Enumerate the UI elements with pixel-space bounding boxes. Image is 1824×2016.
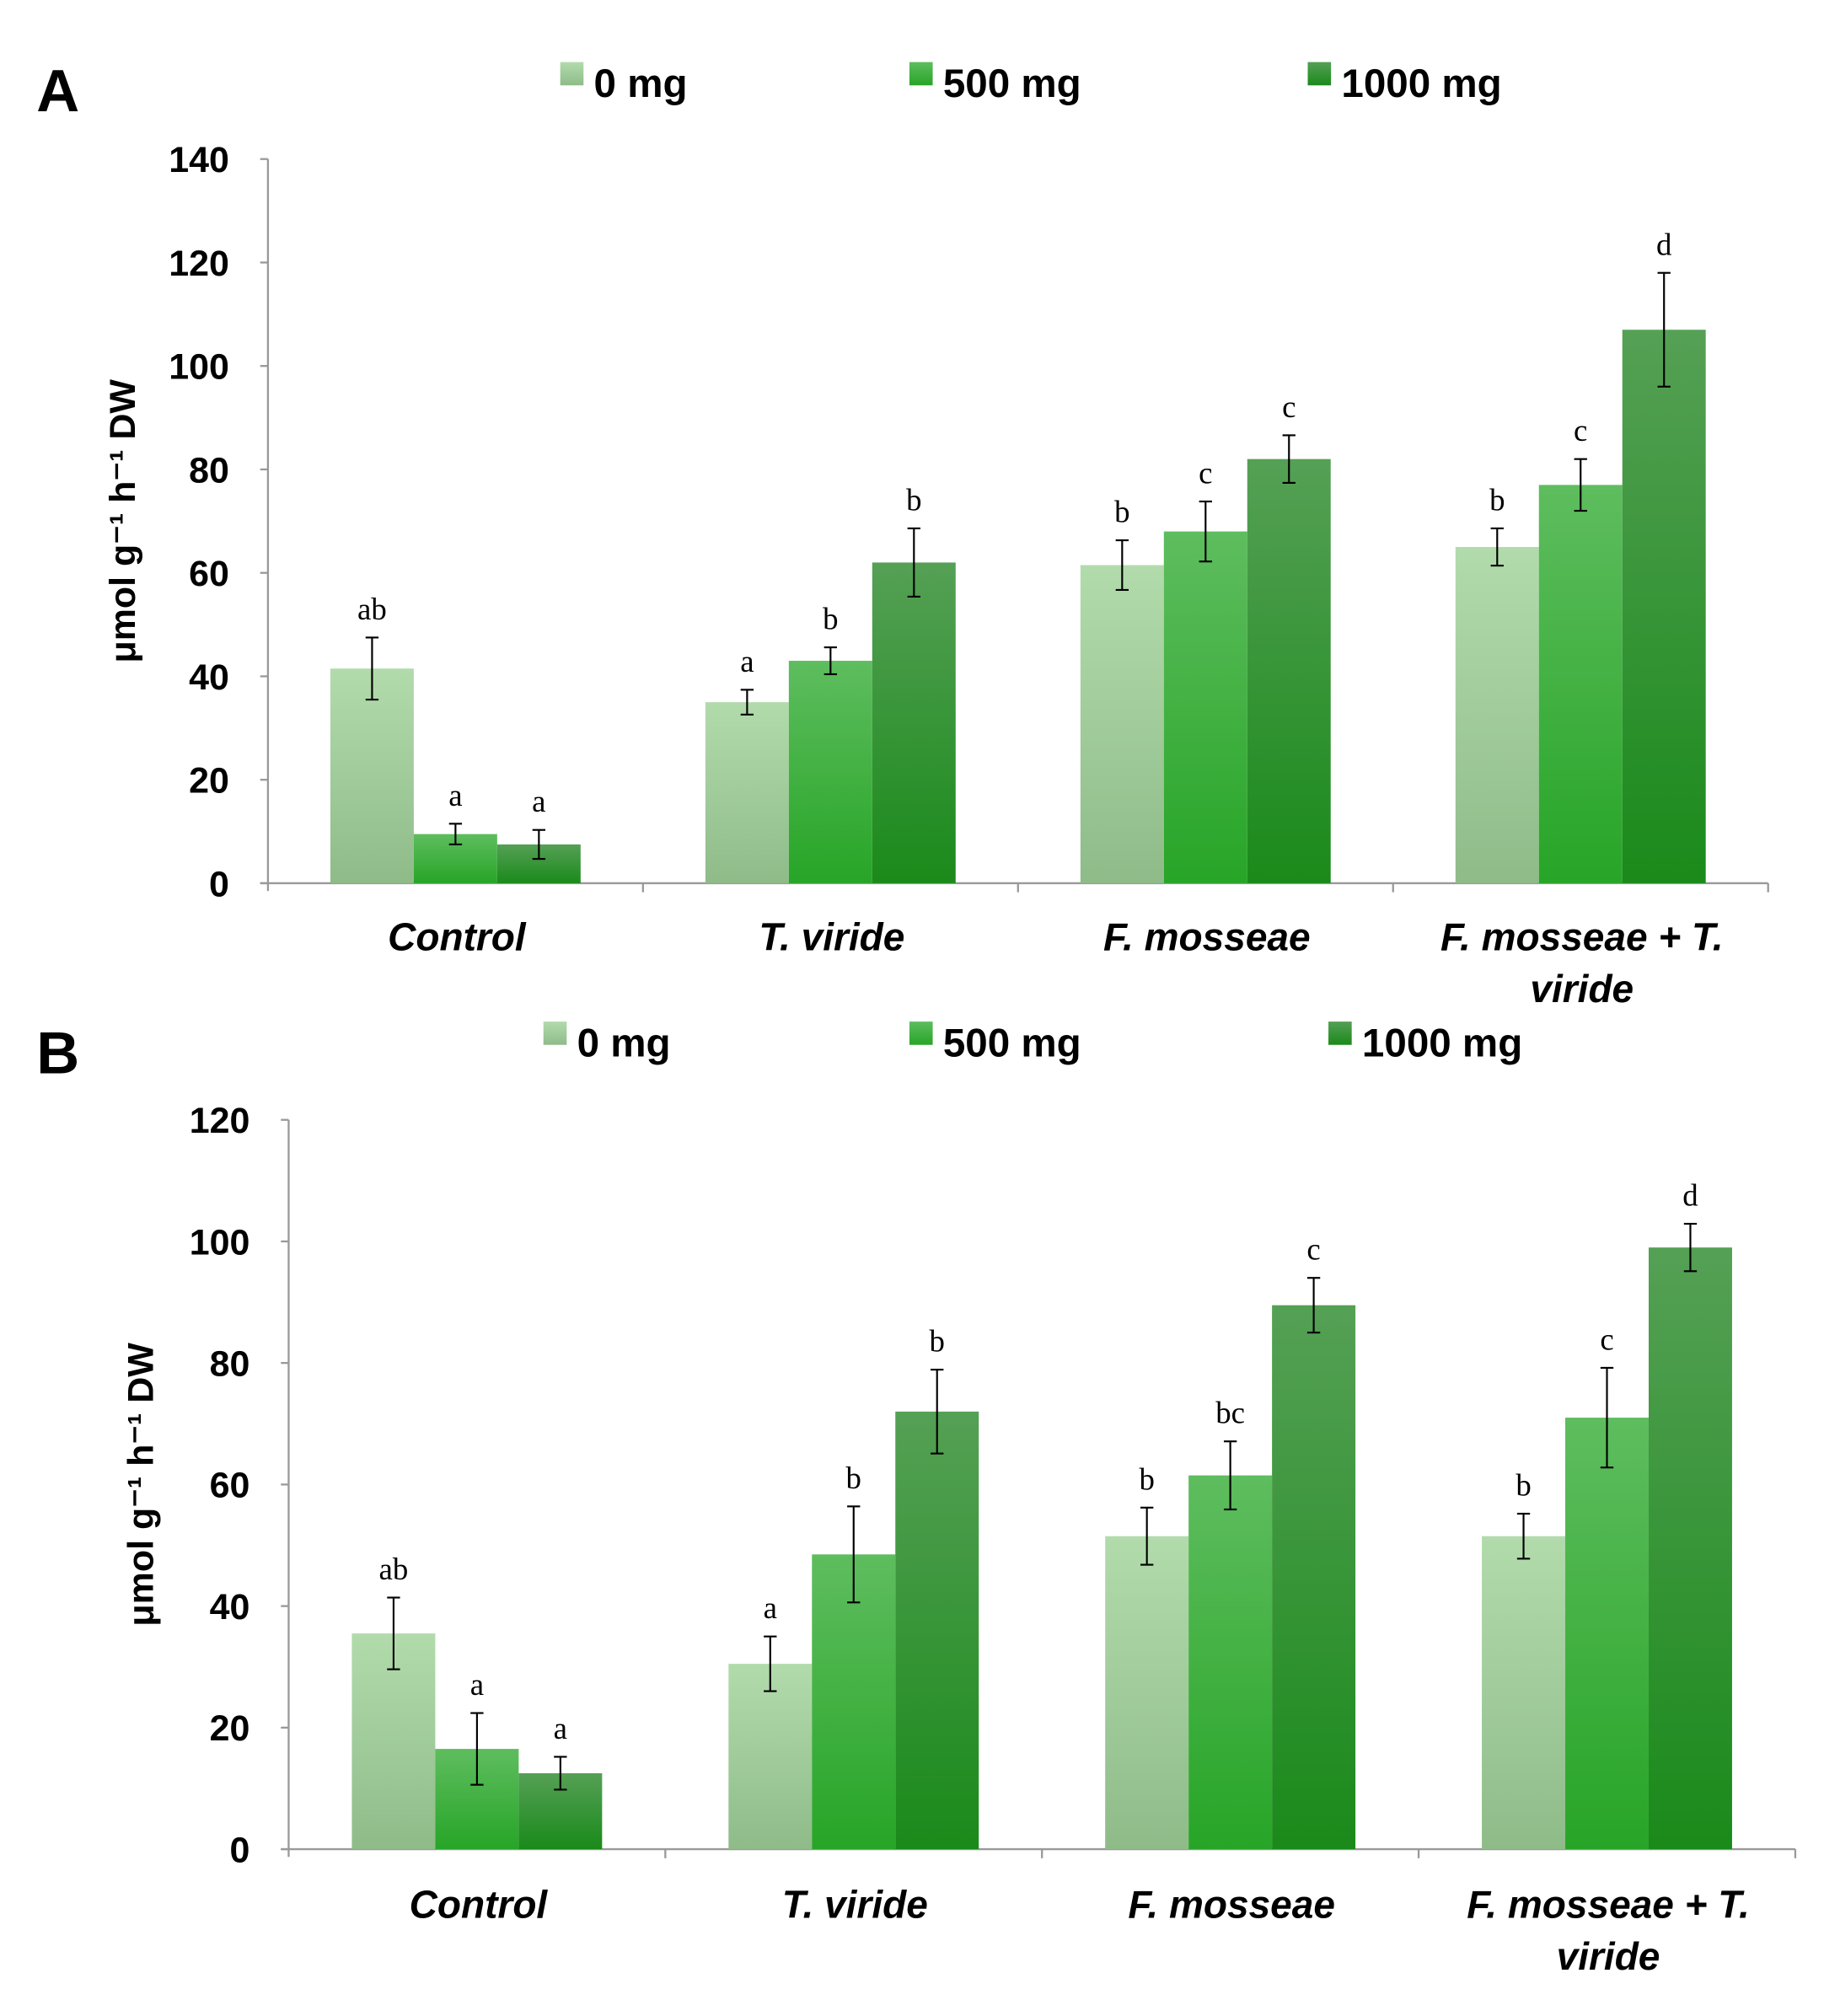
y-tick-label: 20 xyxy=(210,1708,250,1749)
legend-label: 1000 mg xyxy=(1341,62,1501,106)
significance-letter: a xyxy=(532,784,545,818)
bar-0mg-3 xyxy=(1482,1536,1566,1850)
bar-500mg-1 xyxy=(812,1554,896,1850)
chart-panel-B: B 0 mg 500 mg 1000 mg 0 20 40 60 80 100 120 μmol g⁻… xyxy=(36,1019,1797,1978)
legend-label: 0 mg xyxy=(577,1021,671,1066)
x-tick-label: Control xyxy=(410,1882,549,1926)
y-tick-label: 40 xyxy=(210,1587,250,1627)
bar-1000mg-3 xyxy=(1622,330,1706,883)
legend-label: 500 mg xyxy=(943,62,1081,106)
significance-letter: a xyxy=(470,1667,484,1702)
panel-label: A xyxy=(36,57,79,124)
y-tick-label: 140 xyxy=(169,140,229,180)
x-tick-label: Control xyxy=(388,915,527,959)
bar-0mg-0 xyxy=(330,668,414,883)
significance-letter: d xyxy=(1656,227,1671,261)
y-tick-label: 20 xyxy=(189,761,229,802)
y-tick-label: 40 xyxy=(189,657,229,698)
legend-swatch xyxy=(560,62,584,86)
bar-1000mg-1 xyxy=(872,562,956,883)
significance-letter: c xyxy=(1282,389,1296,424)
significance-letter: ab xyxy=(357,592,387,626)
bar-1000mg-1 xyxy=(895,1411,979,1850)
y-tick-label: 80 xyxy=(210,1344,250,1385)
bar-0mg-1 xyxy=(728,1664,813,1850)
x-tick-label: F. mosseae + T. viride xyxy=(1440,915,1723,1011)
x-tick-label: F. mosseae + T. viride xyxy=(1467,1882,1749,1977)
significance-letter: c xyxy=(1600,1322,1613,1356)
y-axis-label: μmol g⁻¹ h⁻¹ DW xyxy=(121,1343,161,1627)
x-tick-label: T. viride xyxy=(782,1882,928,1926)
significance-letter: d xyxy=(1682,1178,1698,1213)
legend-swatch xyxy=(1328,1021,1352,1045)
legend-swatch xyxy=(1307,62,1332,86)
y-tick-label: 120 xyxy=(169,244,229,284)
legend-swatch xyxy=(543,1021,567,1045)
y-tick-label: 120 xyxy=(190,1101,250,1141)
significance-letter: b xyxy=(906,482,921,517)
y-tick-label: 0 xyxy=(230,1830,250,1870)
bar-0mg-2 xyxy=(1105,1536,1189,1850)
bar-0mg-3 xyxy=(1455,547,1539,883)
bar-500mg-1 xyxy=(788,661,872,883)
y-tick-label: 100 xyxy=(190,1222,250,1263)
panel-label: B xyxy=(36,1019,79,1086)
y-tick-label: 0 xyxy=(209,864,229,904)
bar-1000mg-2 xyxy=(1272,1305,1356,1850)
bar-500mg-2 xyxy=(1188,1475,1273,1850)
significance-letter: b xyxy=(823,602,838,636)
significance-letter: c xyxy=(1306,1232,1320,1267)
significance-letter: a xyxy=(448,778,462,812)
significance-letter: a xyxy=(740,644,754,678)
x-tick-label: F. mosseae xyxy=(1128,1882,1335,1926)
significance-letter: ab xyxy=(379,1552,409,1586)
chart-panel-A: A 0 mg 500 mg 1000 mg 0 20 40 60 80 100 120 140 μmol… xyxy=(36,57,1769,1011)
legend-label: 1000 mg xyxy=(1362,1021,1522,1066)
significance-letter: b xyxy=(1139,1461,1154,1496)
significance-letter: a xyxy=(764,1590,777,1625)
significance-letter: b xyxy=(1114,495,1129,529)
bar-500mg-3 xyxy=(1565,1418,1649,1850)
bar-1000mg-2 xyxy=(1247,458,1331,883)
significance-letter: c xyxy=(1199,456,1212,491)
significance-letter: b xyxy=(1516,1468,1531,1503)
y-tick-label: 80 xyxy=(189,450,229,491)
x-tick-label: F. mosseae xyxy=(1103,915,1311,959)
bar-0mg-2 xyxy=(1080,565,1164,883)
significance-letter: bc xyxy=(1215,1396,1245,1430)
y-tick-label: 60 xyxy=(189,554,229,594)
significance-letter: b xyxy=(930,1324,945,1359)
significance-letter: b xyxy=(846,1461,861,1495)
significance-letter: a xyxy=(554,1711,567,1745)
significance-letter: b xyxy=(1489,482,1505,517)
y-axis-label: μmol g⁻¹ h⁻¹ DW xyxy=(103,379,143,663)
significance-letter: c xyxy=(1574,413,1587,448)
legend-label: 0 mg xyxy=(594,62,688,106)
bar-500mg-2 xyxy=(1163,531,1247,883)
legend-swatch xyxy=(909,1021,933,1045)
legend-label: 500 mg xyxy=(943,1021,1081,1066)
bar-1000mg-3 xyxy=(1648,1247,1732,1850)
x-tick-label: T. viride xyxy=(759,915,904,959)
legend-swatch xyxy=(909,62,933,86)
bar-500mg-3 xyxy=(1538,485,1623,883)
y-tick-label: 60 xyxy=(210,1466,250,1506)
bar-0mg-1 xyxy=(705,702,789,883)
y-tick-label: 100 xyxy=(169,347,229,388)
